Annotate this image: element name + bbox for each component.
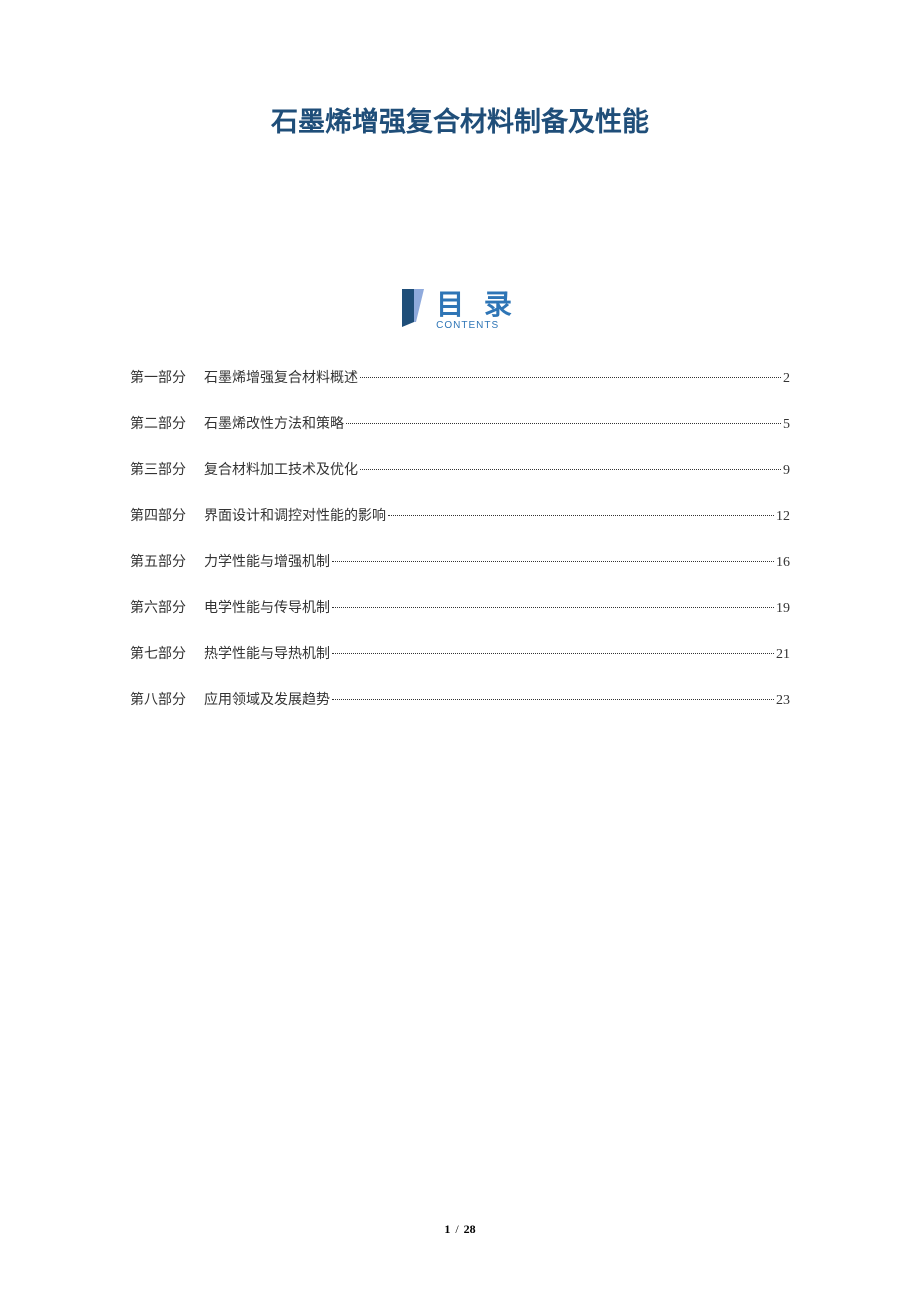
toc-chapter-title: 石墨烯改性方法和策略 — [204, 413, 344, 433]
toc-leader-dots — [332, 607, 774, 608]
toc-chapter-title: 复合材料加工技术及优化 — [204, 459, 358, 479]
toc-chapter-title: 界面设计和调控对性能的影响 — [204, 505, 386, 525]
document-title: 石墨烯增强复合材料制备及性能 — [130, 100, 790, 139]
toc-part-label: 第二部分 — [130, 413, 186, 433]
toc-leader-dots — [332, 699, 774, 700]
toc-entry[interactable]: 第五部分 力学性能与增强机制 16 — [130, 551, 790, 571]
toc-chapter-title: 应用领域及发展趋势 — [204, 689, 330, 709]
toc-page-number: 19 — [776, 601, 790, 617]
toc-page-number: 23 — [776, 693, 790, 709]
toc-leader-dots — [360, 377, 781, 378]
footer-separator: / — [455, 1222, 458, 1236]
toc-entry[interactable]: 第四部分 界面设计和调控对性能的影响 12 — [130, 505, 790, 525]
toc-page-number: 2 — [783, 371, 790, 387]
toc-chapter-title: 热学性能与导热机制 — [204, 643, 330, 663]
toc-leader-dots — [332, 653, 774, 654]
toc-part-label: 第三部分 — [130, 459, 186, 479]
toc-entry[interactable]: 第八部分 应用领域及发展趋势 23 — [130, 689, 790, 709]
page-footer: 1 / 28 — [0, 1222, 920, 1237]
toc-entry[interactable]: 第三部分 复合材料加工技术及优化 9 — [130, 459, 790, 479]
toc-leader-dots — [346, 423, 781, 424]
toc-chapter-title: 电学性能与传导机制 — [204, 597, 330, 617]
toc-icon — [402, 289, 428, 332]
toc-entry[interactable]: 第六部分 电学性能与传导机制 19 — [130, 597, 790, 617]
toc-part-label: 第四部分 — [130, 505, 186, 525]
toc-label-cn: 目 录 — [436, 291, 518, 319]
toc-leader-dots — [360, 469, 781, 470]
toc-label-en: CONTENTS — [436, 321, 499, 331]
toc-chapter-title: 力学性能与增强机制 — [204, 551, 330, 571]
toc-leader-dots — [332, 561, 774, 562]
toc-page-number: 5 — [783, 417, 790, 433]
toc-header: 目 录 CONTENTS — [130, 289, 790, 332]
toc-part-label: 第七部分 — [130, 643, 186, 663]
toc-page-number: 9 — [783, 463, 790, 479]
toc-page-number: 16 — [776, 555, 790, 571]
toc-label-wrap: 目 录 CONTENTS — [436, 291, 518, 331]
toc-part-label: 第一部分 — [130, 367, 186, 387]
toc-page-number: 12 — [776, 509, 790, 525]
footer-total-pages: 28 — [464, 1222, 476, 1236]
toc-leader-dots — [388, 515, 774, 516]
document-page: 石墨烯增强复合材料制备及性能 目 录 CONTENTS 第一部分 石墨烯增强复合… — [0, 0, 920, 709]
toc-list: 第一部分 石墨烯增强复合材料概述 2 第二部分 石墨烯改性方法和策略 5 第三部… — [130, 367, 790, 709]
toc-entry[interactable]: 第七部分 热学性能与导热机制 21 — [130, 643, 790, 663]
toc-page-number: 21 — [776, 647, 790, 663]
toc-entry[interactable]: 第二部分 石墨烯改性方法和策略 5 — [130, 413, 790, 433]
toc-entry[interactable]: 第一部分 石墨烯增强复合材料概述 2 — [130, 367, 790, 387]
toc-part-label: 第五部分 — [130, 551, 186, 571]
footer-current-page: 1 — [444, 1222, 450, 1236]
toc-chapter-title: 石墨烯增强复合材料概述 — [204, 367, 358, 387]
toc-part-label: 第八部分 — [130, 689, 186, 709]
toc-part-label: 第六部分 — [130, 597, 186, 617]
